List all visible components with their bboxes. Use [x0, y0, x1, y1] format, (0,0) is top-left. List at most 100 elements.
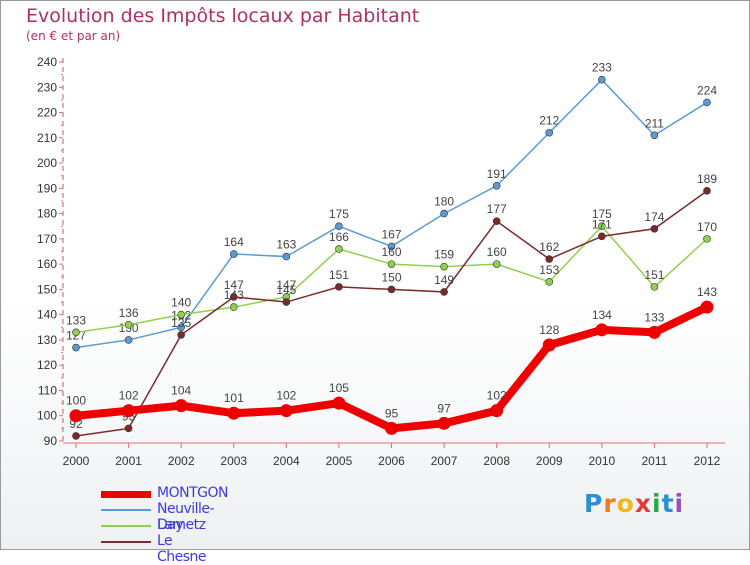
data-point [437, 416, 451, 430]
data-point [598, 222, 606, 231]
x-tick-label: 2011 [642, 454, 668, 468]
data-label: 159 [434, 248, 454, 262]
data-label: 136 [119, 306, 139, 320]
data-label: 147 [276, 278, 296, 292]
logo-letter: x [634, 489, 652, 518]
data-point [385, 421, 398, 435]
y-tick-label: 230 [37, 80, 57, 94]
data-label: 102 [487, 389, 507, 403]
data-label: 95 [385, 406, 399, 420]
data-point [650, 224, 659, 233]
series-le-chesne: 9295135147145151150149177162171174189 [69, 172, 717, 440]
data-point [124, 424, 133, 433]
line-chart: 9010011012013014015016017018019020021022… [37, 55, 725, 468]
chart-title: Evolution des Impôts locaux par Habitant [26, 5, 420, 27]
x-tick-label: 2006 [378, 454, 405, 468]
data-label: 170 [697, 220, 717, 234]
data-point [647, 325, 661, 339]
data-label: 163 [276, 238, 296, 252]
data-point [335, 283, 343, 291]
data-label: 102 [119, 389, 139, 403]
data-point [332, 396, 346, 410]
data-point [650, 131, 659, 140]
logo-letter: r [603, 489, 617, 518]
data-label: 134 [592, 308, 612, 322]
data-point [72, 328, 80, 337]
data-point [440, 209, 448, 218]
x-tick-label: 2005 [326, 454, 353, 468]
data-label: 164 [224, 235, 244, 249]
y-tick-label: 120 [37, 358, 57, 372]
data-label: 162 [539, 240, 559, 254]
data-point [387, 242, 396, 251]
legend-swatch [101, 541, 151, 543]
y-tick-label: 90 [44, 434, 58, 448]
data-label: 140 [171, 296, 191, 310]
y-tick-label: 220 [37, 106, 57, 120]
x-tick-label: 2003 [220, 454, 247, 468]
legend-label: Neuville-Day [157, 501, 215, 533]
data-label: 151 [644, 268, 664, 282]
data-label: 105 [329, 381, 349, 395]
data-label: 135 [171, 316, 191, 330]
x-tick-label: 2009 [536, 454, 563, 468]
data-point [598, 232, 606, 241]
data-point [69, 409, 83, 423]
data-label: 147 [224, 278, 244, 292]
data-label: 104 [171, 384, 191, 398]
data-point [492, 182, 501, 190]
data-point [229, 250, 238, 258]
data-point [282, 298, 291, 306]
data-point [595, 323, 609, 337]
x-tick-label: 2012 [694, 454, 721, 468]
series-neuville-day: 127130132164163175167180191212233211224 [66, 61, 717, 352]
data-label: 224 [697, 83, 717, 97]
y-tick-label: 240 [37, 55, 57, 69]
y-tick-label: 170 [37, 232, 57, 246]
data-label: 160 [381, 245, 401, 259]
data-point [279, 404, 293, 418]
y-tick-label: 210 [37, 131, 57, 145]
data-point [227, 406, 241, 420]
data-point [703, 235, 711, 243]
data-label: 143 [697, 285, 717, 299]
chart-subtitle: (en € et par an) [26, 29, 121, 43]
data-point [387, 260, 396, 268]
y-tick-label: 100 [37, 409, 57, 423]
logo-letter: o [616, 489, 635, 518]
data-label: 212 [539, 114, 559, 128]
data-label: 189 [697, 172, 717, 186]
data-point [703, 98, 711, 107]
legend-swatch [101, 491, 151, 498]
legend-label: Lametz [157, 517, 206, 533]
data-label: 153 [539, 263, 559, 277]
y-tick-label: 150 [37, 282, 57, 296]
data-label: 233 [592, 61, 612, 75]
x-tick-label: 2008 [483, 454, 510, 468]
series-montgon: 100 102 104 101 102 105 95 97 102 128 134 133 143 [66, 285, 717, 435]
x-tick-label: 2002 [168, 454, 195, 468]
x-tick-label: 2007 [431, 454, 458, 468]
data-point [124, 320, 133, 329]
data-point [492, 217, 501, 225]
data-point [335, 222, 343, 231]
data-point [545, 278, 554, 286]
data-point [335, 245, 343, 253]
data-point [122, 404, 136, 418]
data-point [387, 285, 396, 294]
data-point [703, 187, 711, 195]
data-label: 101 [224, 391, 244, 405]
data-point [174, 399, 188, 413]
data-point [72, 343, 80, 352]
data-point [492, 260, 501, 268]
logo-letter: i [674, 489, 685, 518]
x-tick-label: 2004 [273, 454, 300, 468]
data-point [177, 331, 185, 339]
data-point [440, 262, 448, 271]
data-label: 151 [329, 268, 349, 282]
y-tick-label: 180 [37, 207, 57, 221]
series-lametz: 133 136 140 143 147 166 160 159 160 153 175 151 170 [66, 207, 717, 337]
x-tick-label: 2010 [588, 454, 615, 468]
data-label: 102 [276, 389, 296, 403]
